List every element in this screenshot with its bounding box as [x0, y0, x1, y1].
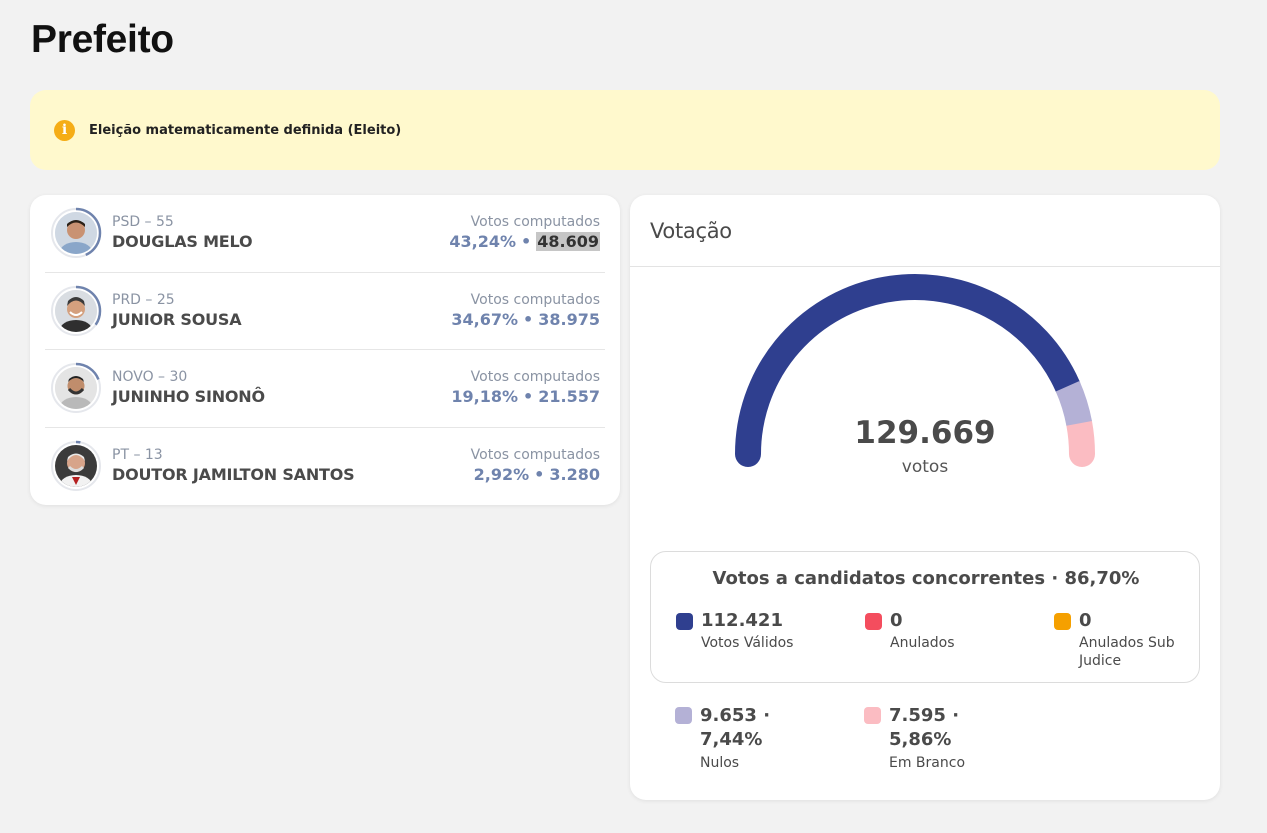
color-swatch — [865, 613, 882, 630]
legend-label: Votos Válidos — [701, 635, 794, 651]
legend-label: Anulados — [890, 635, 955, 651]
legend-blank-votes: 7.595 · 5,86% Em Branco — [864, 704, 1024, 784]
share-ring — [50, 285, 102, 336]
avatar — [55, 367, 97, 410]
legend-value: 0 — [1079, 610, 1092, 631]
total-votes: 129.669 — [854, 415, 996, 451]
candidate-votes: 21.557 — [538, 387, 600, 407]
separator: • — [521, 232, 532, 252]
competing-title: Votos a candidatos concorrentes · 86,70% — [712, 568, 1140, 589]
election-notice: i Eleição matematicamente definida (Elei… — [30, 90, 1220, 170]
separator: • — [523, 387, 534, 407]
competing-votes-box: Votos a candidatos concorrentes · 86,70%… — [650, 551, 1200, 683]
color-swatch — [1054, 613, 1071, 630]
candidate-row[interactable]: NOVO – 30 JUNINHO SINONÔ Votos computado… — [45, 350, 605, 428]
gauge-chart — [735, 274, 1095, 467]
gauge-segment-null — [1055, 380, 1092, 427]
candidate-votes: 48.609 — [536, 232, 600, 252]
voting-panel: Votação 129.669 votos Votos a candidatos… — [630, 195, 1220, 800]
legend-annulled: 0 Anulados — [865, 610, 1025, 660]
color-swatch — [675, 707, 692, 724]
candidates-list: PSD – 55 DOUGLAS MELO Votos computados 4… — [30, 195, 620, 505]
notice-message: Eleição matematicamente definida (Eleito… — [89, 122, 402, 138]
legend-label: Em Branco — [889, 755, 966, 771]
candidate-percent: 19,18% — [451, 387, 519, 407]
votes-label: Votos computados — [470, 369, 600, 386]
legend-null-votes: 9.653 · 7,44% Nulos — [675, 704, 835, 784]
share-ring — [50, 363, 102, 414]
candidate-percent: 43,24% — [449, 232, 517, 252]
candidate-row[interactable]: PT – 13 DOUTOR JAMILTON SANTOS Votos com… — [45, 428, 605, 506]
candidate-percent: 34,67% — [451, 309, 519, 329]
candidate-name: DOUTOR JAMILTON SANTOS — [112, 465, 355, 485]
legend-label: Nulos — [700, 755, 740, 771]
candidate-votes: 38.975 — [538, 309, 600, 329]
candidate-name: JUNINHO SINONÔ — [112, 387, 265, 407]
share-ring — [50, 208, 102, 259]
gauge-segment-valid — [735, 274, 1081, 467]
page-title: Prefeito — [31, 18, 174, 61]
candidate-avatar — [50, 285, 102, 337]
avatar — [55, 289, 97, 332]
info-icon: i — [54, 119, 75, 141]
candidate-avatar — [50, 440, 102, 492]
candidate-row[interactable]: PRD – 25 JUNIOR SOUSA Votos computados 3… — [45, 273, 605, 350]
avatar — [55, 212, 97, 255]
separator: • — [534, 465, 545, 485]
share-ring — [50, 441, 102, 492]
gauge-segment-blank — [1066, 410, 1095, 467]
candidate-party: PSD – 55 — [112, 214, 174, 231]
votes-gauge: 129.669 votos — [630, 267, 1220, 527]
legend-value: 112.421 — [701, 610, 783, 631]
legend-valid-votes: 112.421 Votos Válidos — [676, 610, 836, 660]
legend-annulled-sub-judice: 0 Anulados Sub Judice — [1054, 610, 1189, 670]
voting-title: Votação — [630, 195, 1220, 267]
candidate-avatar — [50, 362, 102, 414]
legend-value: 9.653 · 7,44% — [700, 705, 771, 750]
legend-label: Anulados Sub Judice — [1079, 635, 1175, 669]
candidate-party: PRD – 25 — [112, 291, 175, 308]
candidate-votes: 3.280 — [549, 465, 600, 485]
candidate-avatar — [50, 207, 102, 259]
legend-value: 7.595 · 5,86% — [889, 705, 960, 750]
candidate-name: JUNIOR SOUSA — [112, 309, 242, 329]
candidate-party: NOVO – 30 — [112, 369, 188, 386]
color-swatch — [864, 707, 881, 724]
candidate-party: PT – 13 — [112, 447, 163, 464]
votes-label: Votos computados — [470, 214, 600, 231]
color-swatch — [676, 613, 693, 630]
total-votes-unit: votos — [901, 457, 949, 477]
legend-value: 0 — [890, 610, 903, 631]
candidate-name: DOUGLAS MELO — [112, 232, 253, 252]
avatar — [55, 445, 97, 488]
separator: • — [523, 309, 534, 329]
votes-label: Votos computados — [470, 447, 600, 464]
candidate-percent: 2,92% — [473, 465, 530, 485]
candidate-row[interactable]: PSD – 55 DOUGLAS MELO Votos computados 4… — [45, 195, 605, 273]
votes-label: Votos computados — [470, 291, 600, 308]
